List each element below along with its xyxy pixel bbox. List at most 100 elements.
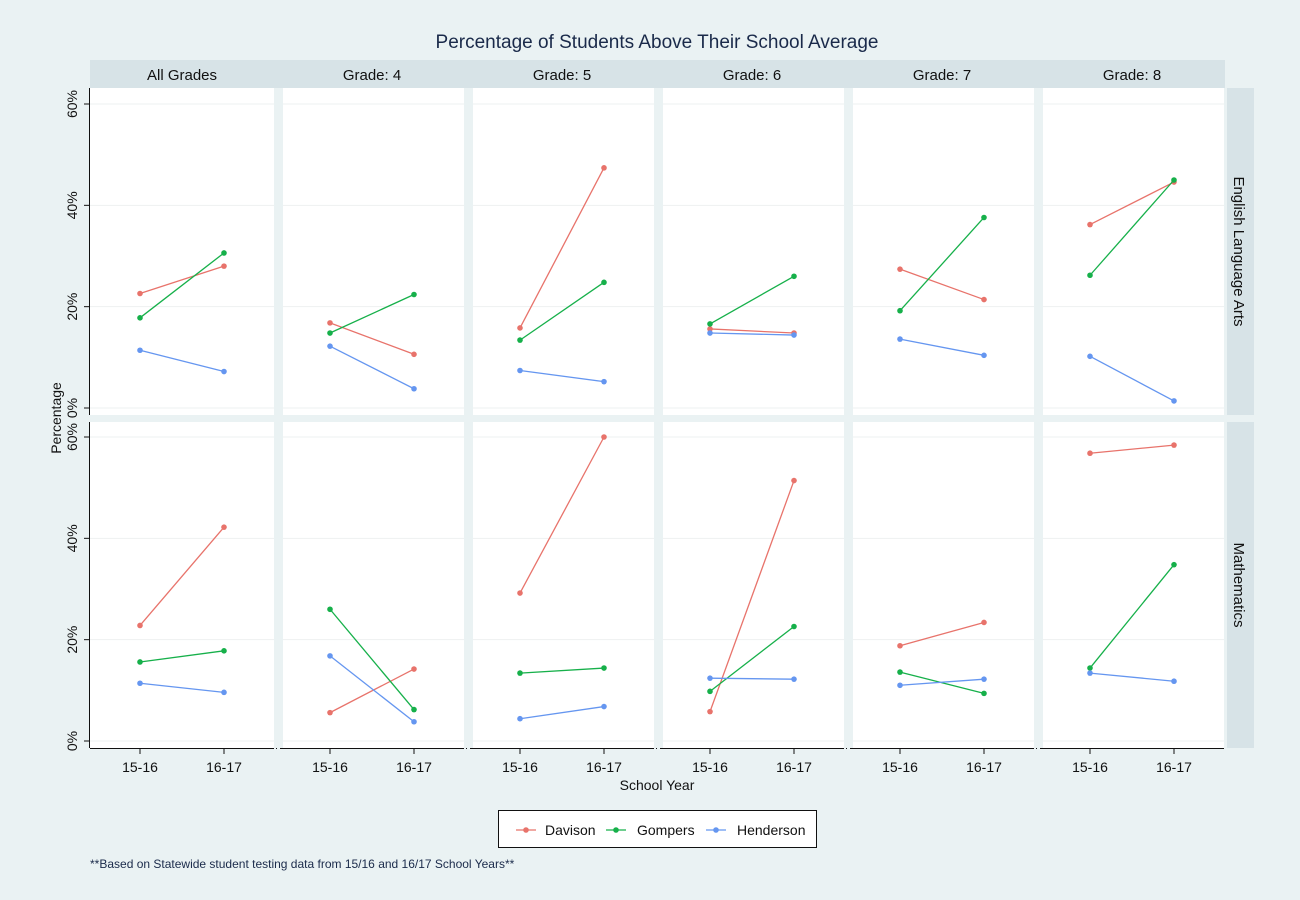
strip-label-grade-5: Grade: 5	[533, 67, 591, 84]
series-line-gompers	[709, 625, 795, 692]
series-line-davison	[139, 265, 225, 295]
x-tick-label: 16-17	[776, 759, 812, 775]
series-line-davison	[329, 668, 415, 714]
y-tick-label: 0%	[64, 731, 80, 751]
data-point-henderson	[981, 676, 987, 682]
x-tick-label: 16-17	[396, 759, 432, 775]
data-point-henderson	[1171, 398, 1177, 404]
series-line-davison	[519, 436, 605, 594]
data-point-henderson	[897, 336, 903, 342]
legend-key-point-davison	[523, 827, 529, 833]
data-point-davison	[327, 709, 333, 716]
panel-background	[1040, 422, 1224, 748]
series-line-gompers	[1089, 564, 1175, 669]
panel-background	[660, 88, 844, 415]
series-line-henderson	[139, 682, 225, 694]
series-line-henderson	[899, 338, 985, 356]
data-point-henderson	[327, 653, 333, 659]
panel-background	[850, 422, 1034, 748]
panel-background	[90, 422, 274, 748]
y-tick-label: 20%	[64, 626, 80, 654]
row-separator	[90, 415, 1225, 422]
legend-label-davison: Davison	[545, 822, 596, 838]
y-axis-title: Percentage	[48, 382, 64, 454]
series-line-gompers	[329, 293, 415, 334]
data-point-gompers	[981, 214, 987, 221]
data-point-henderson	[601, 378, 607, 385]
panel-background	[660, 422, 844, 748]
x-tick-label: 15-16	[122, 759, 158, 775]
data-point-henderson	[137, 680, 143, 687]
series-line-gompers	[329, 608, 415, 711]
panel-english-language-arts-grade-6	[660, 88, 844, 415]
series-line-davison	[899, 621, 985, 647]
series-line-davison	[709, 480, 795, 712]
panel-english-language-arts-grade-8	[1040, 88, 1224, 415]
data-point-gompers	[221, 250, 227, 256]
data-point-davison	[981, 296, 987, 303]
strip-label-grade-6: Grade: 6	[723, 67, 781, 84]
facet-strip-background	[90, 60, 1225, 88]
data-point-gompers	[327, 606, 333, 613]
axis-tick-mark	[466, 748, 467, 749]
data-point-gompers	[517, 670, 523, 676]
data-point-davison	[897, 642, 903, 649]
data-point-henderson	[221, 689, 227, 696]
data-point-henderson	[327, 343, 333, 349]
series-line-henderson	[899, 678, 985, 686]
data-point-gompers	[137, 659, 143, 665]
series-line-davison	[899, 268, 985, 301]
data-point-gompers	[1087, 665, 1093, 671]
x-tick-label: 15-16	[502, 759, 538, 775]
data-point-henderson	[601, 703, 607, 710]
panel-mathematics-grade-5	[470, 422, 654, 748]
panel-background	[1040, 88, 1224, 415]
x-tick-label: 16-17	[586, 759, 622, 775]
data-point-gompers	[1087, 272, 1093, 279]
axis-tick-mark	[276, 748, 277, 749]
data-point-gompers	[327, 330, 333, 336]
data-point-henderson	[981, 352, 987, 359]
data-point-henderson	[517, 367, 523, 374]
series-line-davison	[519, 167, 605, 329]
x-tick-label: 15-16	[1072, 759, 1108, 775]
data-point-henderson	[221, 368, 227, 375]
series-line-henderson	[329, 345, 415, 390]
row-strip-english-language-arts	[1227, 88, 1254, 415]
data-point-davison	[897, 266, 903, 272]
chart-title: Percentage of Students Above Their Schoo…	[436, 32, 879, 53]
data-point-gompers	[897, 307, 903, 314]
panel-english-language-arts-all-grades	[90, 88, 274, 415]
legend-box	[498, 810, 817, 848]
data-point-gompers	[897, 669, 903, 675]
x-tick-label: 15-16	[692, 759, 728, 775]
series-line-henderson	[1089, 672, 1175, 682]
panel-mathematics-grade-8	[1040, 422, 1224, 748]
data-point-henderson	[1087, 670, 1093, 676]
facet-panels: All Grades Grade: 4 Grade: 5 Grade: 6 Grade:…	[64, 60, 1254, 775]
panel-mathematics-grade-7	[850, 422, 1034, 748]
series-line-davison	[709, 328, 795, 334]
data-point-gompers	[411, 706, 417, 713]
panel-mathematics-grade-6	[660, 422, 844, 748]
panel-english-language-arts-grade-7	[850, 88, 1034, 415]
row-strip-label-english-language-arts: English Language Arts	[1230, 176, 1247, 326]
data-point-henderson	[897, 682, 903, 689]
series-line-gompers	[139, 650, 225, 663]
series-line-gompers	[1089, 179, 1175, 276]
data-point-davison	[221, 263, 227, 269]
series-line-davison	[1089, 181, 1175, 226]
data-point-gompers	[707, 321, 713, 327]
series-line-gompers	[899, 217, 985, 312]
x-tick-label: 15-16	[312, 759, 348, 775]
series-line-henderson	[709, 677, 795, 680]
row-strip-mathematics	[1227, 422, 1254, 748]
panel-english-language-arts-grade-4	[280, 88, 464, 415]
data-point-davison	[601, 165, 607, 171]
data-point-henderson	[707, 330, 713, 336]
footnote: **Based on Statewide student testing dat…	[90, 857, 515, 871]
data-point-davison	[707, 326, 713, 332]
series-line-henderson	[519, 369, 605, 383]
legend-label-henderson: Henderson	[737, 822, 806, 838]
